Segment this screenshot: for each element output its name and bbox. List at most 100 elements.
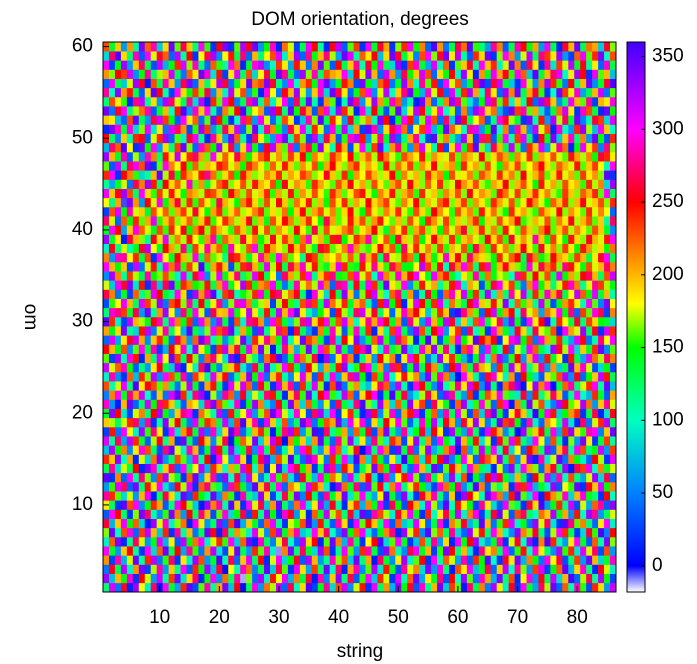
heatmap-cell	[395, 289, 402, 299]
heatmap-cell	[299, 170, 307, 180]
heatmap-cell	[120, 427, 128, 437]
heatmap-cell	[240, 124, 247, 134]
heatmap-cell	[341, 280, 348, 290]
heatmap-cell	[389, 133, 396, 144]
heatmap-cell	[103, 170, 110, 180]
heatmap-cell	[150, 133, 157, 144]
heatmap-cell	[275, 518, 283, 529]
heatmap-cell	[538, 170, 545, 180]
heatmap-cell	[323, 234, 330, 244]
heatmap-cell	[502, 399, 509, 409]
heatmap-cell	[168, 518, 175, 529]
heatmap-cell	[299, 417, 307, 428]
chart-title: DOM orientation, degrees	[251, 9, 469, 30]
heatmap-cell	[502, 243, 509, 254]
heatmap-cell	[598, 69, 605, 79]
heatmap-cell	[329, 307, 336, 318]
heatmap-cell	[114, 170, 122, 180]
heatmap-cell	[341, 161, 348, 171]
heatmap-cell	[317, 207, 325, 217]
heatmap-cell	[246, 124, 253, 134]
heatmap-cell	[156, 326, 163, 336]
heatmap-cell	[472, 500, 480, 510]
heatmap-cell	[395, 573, 402, 584]
heatmap-cell	[407, 427, 414, 437]
heatmap-cell	[466, 518, 474, 529]
heatmap-cell	[443, 436, 450, 446]
heatmap-cell	[395, 216, 402, 226]
heatmap-cell	[592, 207, 599, 217]
heatmap-cell	[532, 216, 539, 226]
heatmap-cell	[305, 87, 313, 98]
heatmap-cell	[586, 527, 593, 538]
heatmap-cell	[103, 381, 110, 391]
heatmap-cell	[443, 482, 450, 492]
heatmap-cell	[341, 106, 348, 116]
heatmap-cell	[431, 546, 438, 556]
heatmap-cell	[443, 408, 450, 419]
heatmap-cell	[353, 97, 360, 107]
heatmap-cell	[514, 87, 521, 98]
heatmap-cell	[216, 454, 223, 464]
heatmap-cell	[478, 262, 486, 272]
heatmap-cell	[604, 372, 611, 382]
heatmap-cell	[240, 491, 247, 501]
heatmap-cell	[454, 234, 462, 244]
heatmap-cell	[210, 573, 217, 584]
heatmap-cell	[526, 234, 533, 244]
heatmap-cell	[359, 417, 366, 428]
heatmap-cell	[347, 78, 354, 89]
heatmap-cell	[264, 527, 271, 538]
heatmap-cell	[311, 271, 319, 281]
heatmap-cell	[192, 463, 199, 474]
heatmap-cell	[234, 78, 241, 89]
heatmap-cell	[192, 326, 199, 336]
heatmap-cell	[460, 537, 468, 547]
heatmap-cell	[246, 417, 253, 428]
heatmap-cell	[240, 573, 247, 584]
heatmap-cell	[329, 234, 336, 244]
heatmap-cell	[538, 372, 545, 382]
heatmap-cell	[562, 344, 569, 354]
heatmap-cell	[103, 427, 110, 437]
heatmap-cell	[508, 262, 515, 272]
heatmap-cell	[240, 142, 247, 153]
heatmap-cell	[246, 216, 253, 226]
heatmap-cell	[538, 124, 545, 134]
heatmap-cell	[562, 454, 569, 464]
heatmap-cell	[103, 491, 110, 501]
heatmap-cell	[258, 60, 265, 70]
heatmap-cell	[460, 234, 468, 244]
heatmap-cell	[252, 472, 259, 483]
heatmap-cell	[144, 427, 152, 437]
heatmap-cell	[126, 408, 134, 419]
heatmap-cell	[478, 207, 486, 217]
heatmap-cell	[138, 262, 146, 272]
heatmap-cell	[437, 472, 444, 483]
heatmap-cell	[341, 207, 348, 217]
heatmap-cell	[556, 454, 563, 464]
heatmap-cell	[401, 427, 408, 437]
heatmap-cell	[431, 381, 438, 391]
heatmap-cell	[371, 362, 378, 373]
heatmap-cell	[472, 225, 480, 235]
heatmap-cell	[586, 252, 593, 263]
heatmap-cell	[353, 124, 360, 134]
heatmap-cell	[496, 69, 503, 79]
heatmap-cell	[216, 216, 223, 226]
heatmap-cell	[371, 197, 378, 208]
heatmap-cell	[490, 280, 497, 290]
heatmap-cell	[425, 216, 432, 226]
heatmap-cell	[401, 491, 408, 501]
heatmap-cell	[484, 69, 492, 79]
heatmap-cell	[502, 500, 509, 510]
heatmap-cell	[329, 491, 336, 501]
heatmap-cell	[132, 326, 140, 336]
heatmap-cell	[568, 362, 575, 373]
heatmap-cell	[365, 124, 372, 134]
heatmap-cell	[234, 546, 241, 556]
heatmap-cell	[126, 417, 134, 428]
heatmap-cell	[216, 115, 223, 125]
heatmap-cell	[186, 472, 193, 483]
heatmap-cell	[395, 518, 402, 529]
